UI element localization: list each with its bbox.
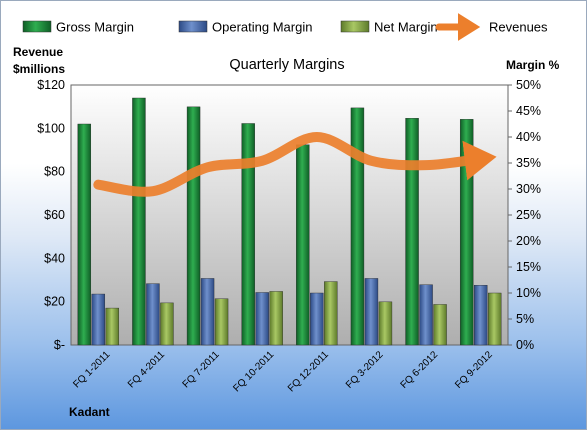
legend-swatch	[340, 20, 370, 33]
right-tick-label: 15%	[516, 260, 541, 274]
bar-gross-margin-2	[186, 106, 201, 346]
bars-group	[77, 97, 502, 346]
right-tick-label: 30%	[516, 182, 541, 196]
bar-net-margin-5	[378, 301, 393, 346]
left-axis-label-line1: Revenue	[13, 45, 63, 59]
left-tick-label: $120	[37, 78, 65, 92]
legend-label: Net Margin	[374, 20, 438, 35]
right-tick-label: 10%	[516, 286, 541, 300]
category-labels: FQ 1-2011 FQ 4-2011 FQ 7-2011 FQ 10-2011 FQ …	[71, 349, 495, 394]
bar-net-margin-2	[214, 298, 229, 346]
bar-operating-margin-5	[364, 278, 379, 346]
bar-operating-margin-6	[419, 284, 433, 346]
bar-net-margin-0	[105, 307, 120, 346]
company-label: Kadant	[69, 405, 110, 419]
bar-gross-margin-5	[350, 107, 365, 346]
right-axis-ticks: 0% 5% 10% 15% 20% 25% 30% 35% 40% 45% 50%	[508, 78, 541, 352]
right-tick-label: 5%	[516, 312, 534, 326]
legend-item-revenues: Revenues	[435, 13, 548, 41]
legend-label: Gross Margin	[56, 20, 134, 35]
bar-gross-margin-1	[132, 97, 146, 346]
bar-net-margin-1	[160, 302, 174, 346]
bar-net-margin-3	[269, 291, 283, 346]
left-tick-label: $40	[44, 251, 65, 265]
legend-item-net-margin: Net Margin	[340, 20, 438, 35]
right-tick-label: 40%	[516, 130, 541, 144]
legend-item-gross-margin: Gross Margin	[22, 20, 134, 35]
revenue-line	[93, 131, 497, 197]
category-label-4: FQ 12-2011	[286, 349, 331, 394]
right-tick-label: 25%	[516, 208, 541, 222]
left-axis-ticks: $- $20 $40 $60 $80 $100 $120	[37, 78, 65, 352]
category-label-1: FQ 4-2011	[126, 349, 167, 390]
left-tick-label: $20	[44, 295, 65, 309]
category-label-7: FQ 9-2012	[453, 349, 495, 391]
left-axis-label-line2: $millions	[13, 62, 65, 76]
bar-net-margin-4	[324, 281, 338, 346]
right-tick-label: 35%	[516, 156, 541, 170]
chart-title: Quarterly Margins	[229, 57, 344, 73]
bar-net-margin-7	[487, 292, 502, 346]
category-label-5: FQ 3-2012	[344, 349, 386, 391]
bar-operating-margin-2	[200, 278, 215, 346]
bar-operating-margin-4	[310, 292, 324, 346]
legend-label: Revenues	[489, 20, 548, 35]
right-tick-label: 50%	[516, 78, 541, 92]
bar-net-margin-6	[433, 304, 447, 346]
revenue-line-layer	[93, 131, 497, 197]
legend-swatch	[178, 20, 208, 33]
right-axis-label: Margin %	[506, 58, 560, 72]
category-label-3: FQ 10-2011	[231, 349, 276, 394]
bar-operating-margin-3	[255, 292, 269, 346]
right-tick-label: 45%	[516, 104, 541, 118]
left-tick-label: $60	[44, 208, 65, 222]
category-label-0: FQ 1-2011	[71, 349, 112, 390]
right-tick-label: 20%	[516, 234, 541, 248]
category-label-6: FQ 6-2012	[399, 349, 441, 391]
bar-operating-margin-7	[473, 285, 488, 346]
bar-gross-margin-6	[405, 118, 419, 346]
bar-gross-margin-7	[459, 119, 474, 346]
left-tick-label: $100	[37, 121, 65, 135]
bar-gross-margin-4	[296, 144, 310, 346]
legend-swatch	[22, 20, 52, 33]
right-tick-label: 0%	[516, 338, 534, 352]
bar-gross-margin-3	[241, 123, 255, 346]
legend: Gross Margin Operating Margin Net Margin Re…	[22, 13, 548, 41]
left-tick-label: $80	[44, 165, 65, 179]
legend-item-operating-margin: Operating Margin	[178, 20, 312, 35]
bar-gross-margin-0	[77, 123, 92, 346]
left-tick-label: $-	[54, 338, 65, 352]
legend-label: Operating Margin	[212, 20, 312, 35]
category-label-2: FQ 7-2011	[181, 349, 222, 390]
bar-operating-margin-1	[146, 283, 160, 346]
bar-operating-margin-0	[91, 293, 106, 346]
